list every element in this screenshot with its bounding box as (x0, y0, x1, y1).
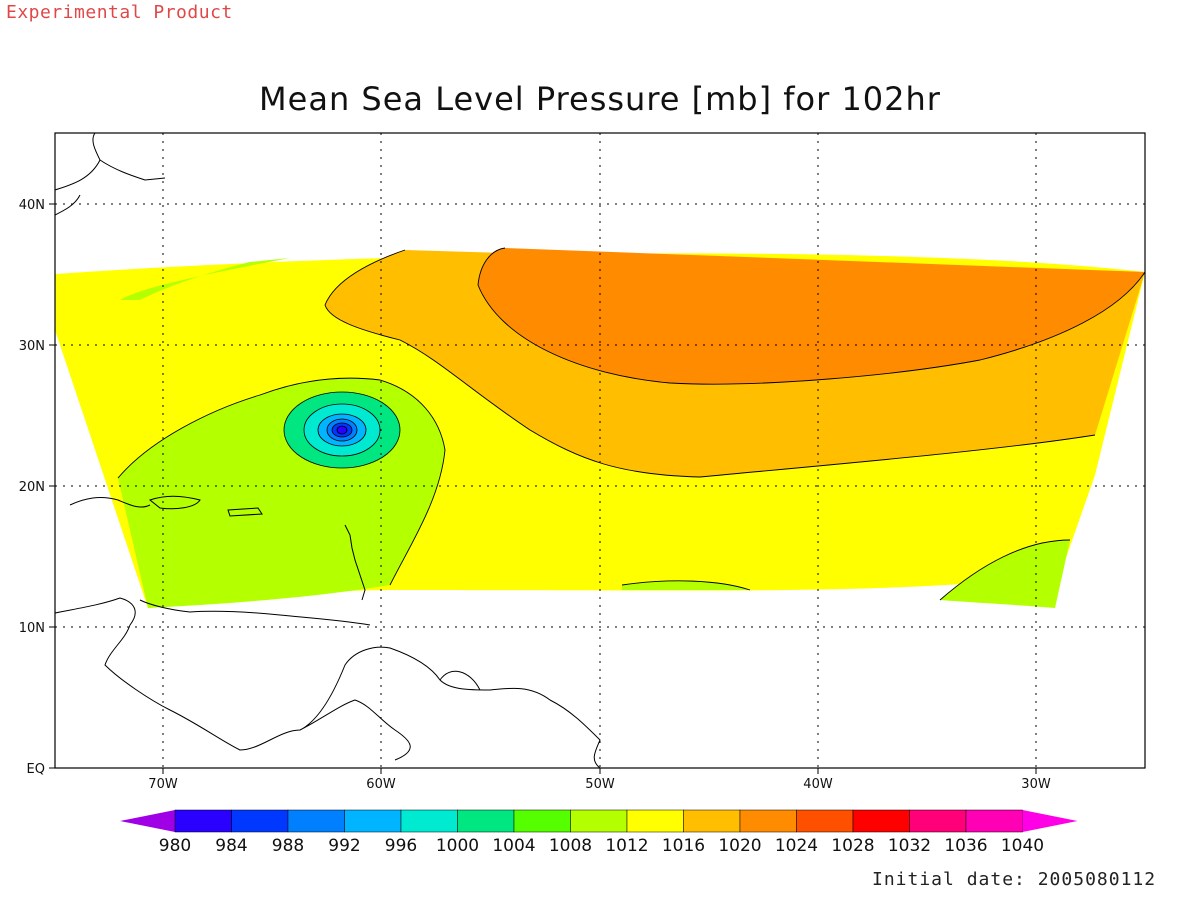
pressure-area-1008-1012-ne (120, 258, 290, 300)
colorbar-level-label: 1012 (605, 836, 648, 856)
lat-tick-label: EQ (27, 762, 45, 777)
colorbar-arrow-low (120, 810, 175, 832)
lon-tick-label: 60W (366, 777, 396, 792)
colorbar-level-label: 992 (328, 836, 360, 856)
colorbar-level-label: 1008 (549, 836, 592, 856)
colorbar-segment (344, 809, 402, 833)
colorbar-segment (796, 809, 854, 833)
coast-south-america-east (439, 670, 481, 691)
colorbar-level-label: 980 (159, 836, 191, 856)
lat-tick-label: 20N (19, 480, 45, 495)
colorbar-level-label: 984 (215, 836, 247, 856)
lon-tick-label: 30W (1021, 777, 1051, 792)
pressure-area-1020-1024 (478, 248, 1145, 385)
colorbar-segment (513, 809, 571, 833)
map-title: Mean Sea Level Pressure [mb] for 102hr (259, 80, 941, 118)
colorbar-level-label: 1036 (944, 836, 987, 856)
pressure-contours (117, 247, 1145, 601)
coast-hispaniola (148, 495, 201, 510)
colorbar-segment (174, 809, 232, 833)
coast-south-america (55, 597, 601, 768)
colorbar-segment (400, 809, 458, 833)
lon-tick-label: 70W (148, 777, 178, 792)
colorbar-segment (626, 809, 684, 833)
colorbar-level-label: 1016 (662, 836, 705, 856)
colorbar-level-label: 1004 (492, 836, 535, 856)
colorbar-level-label: 1024 (775, 836, 818, 856)
coastlines (55, 133, 601, 768)
colorbar-level-label: 1040 (1001, 836, 1044, 856)
colorbar-level-label: 1028 (831, 836, 874, 856)
colorbar-level-label: 996 (385, 836, 417, 856)
coast-puerto-rico (227, 507, 263, 517)
lat-tick-label: 10N (19, 621, 45, 636)
colorbar-level-label: 1000 (436, 836, 479, 856)
colorbar-arrow-high (1022, 810, 1078, 832)
colorbar: 980 984 988 992 996 1000 1004 1008 1012 1016 1020 1… (120, 809, 1078, 856)
lat-tick-label: 40N (19, 198, 45, 213)
grid-lines (55, 133, 1145, 768)
colorbar-segment (457, 809, 515, 833)
colorbar-segment (965, 809, 1023, 833)
lon-tick-label: 50W (585, 777, 615, 792)
colorbar-segment (570, 809, 628, 833)
experimental-product-label: Experimental Product (6, 2, 233, 23)
pressure-area-1008-1012-s (622, 580, 750, 590)
colorbar-level-label: 1032 (888, 836, 931, 856)
colorbar-segment (231, 809, 289, 833)
axis-ticks (49, 203, 1037, 774)
coast-north-america (55, 133, 166, 216)
colorbar-level-label: 988 (272, 836, 304, 856)
colorbar-segment (909, 809, 967, 833)
colorbar-segment (683, 809, 741, 833)
colorbar-level-label: 1020 (718, 836, 761, 856)
initial-date: Initial date: 2005080112 (872, 869, 1157, 890)
lat-tick-label: 30N (19, 339, 45, 354)
coast-caribbean-cuba (69, 497, 151, 508)
colorbar-segment (739, 809, 797, 833)
coast-lesser-antilles (344, 524, 366, 601)
lon-tick-label: 40W (803, 777, 833, 792)
pressure-area-1008-1012-se (940, 540, 1070, 608)
colorbar-segment (287, 809, 345, 833)
low-pressure-center (283, 391, 401, 469)
colorbar-segment (852, 809, 910, 833)
